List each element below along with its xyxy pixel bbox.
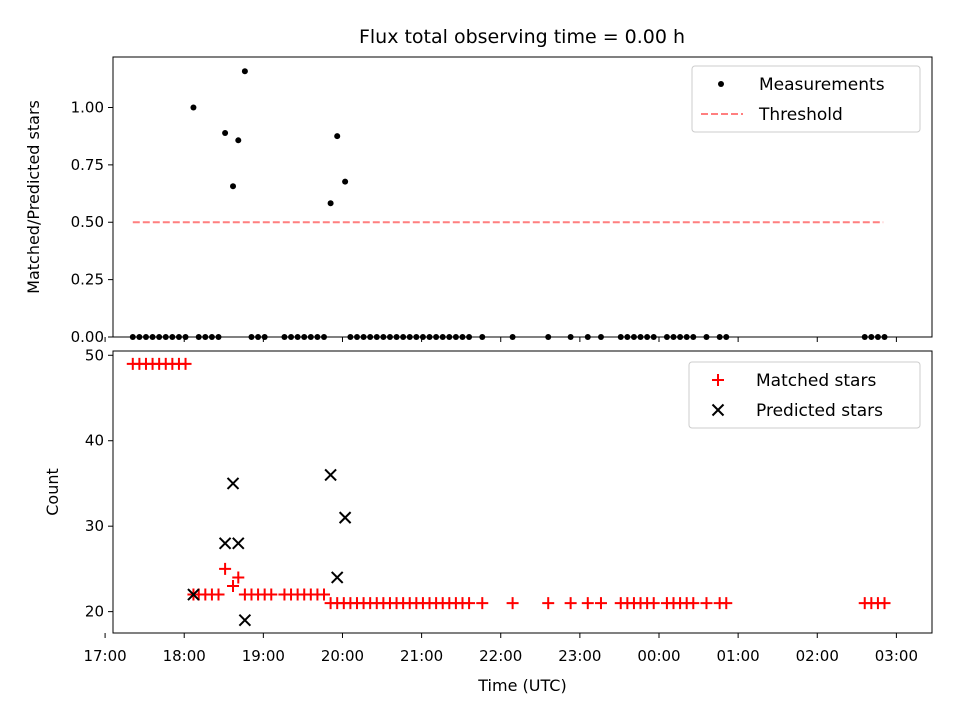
legend-box: [691, 65, 921, 133]
legend-marker: [718, 81, 724, 87]
predicted-star-point: [238, 613, 252, 627]
top-axes-frame: [112, 56, 933, 338]
y-tick-label: 0.00: [71, 328, 104, 346]
matched-star-point: [700, 597, 713, 610]
matched-star-point: [265, 588, 278, 601]
matched-star-point: [219, 562, 232, 575]
legend: Matched stars Predicted stars: [688, 361, 921, 429]
legend-label: Measurements: [759, 75, 885, 95]
legend: Measurements Threshold: [691, 65, 921, 133]
top-chart: 0.00 0.25 0.50 0.75 1.00 Matched/Predicted st…: [24, 56, 933, 346]
measurement-point: [230, 183, 237, 190]
predicted-star-point: [338, 511, 352, 524]
y-tick-label: 0.50: [71, 213, 104, 231]
x-tick-label: 19:00: [242, 647, 285, 665]
y-tick-label: 40: [85, 432, 104, 450]
x-tick-label: 02:00: [796, 647, 839, 665]
measurement-point: [222, 129, 229, 136]
legend-label: Threshold: [758, 105, 843, 125]
x-tick-label: 23:00: [558, 647, 601, 665]
y-axis-label: Matched/Predicted stars: [24, 100, 43, 294]
matched-star-point: [564, 597, 577, 610]
y-tick-label: 30: [85, 517, 104, 535]
y-tick-label: 0.25: [71, 271, 104, 289]
matched-star-point: [581, 597, 594, 610]
matched-star-point: [179, 357, 192, 370]
x-axis-label: Time (UTC): [477, 676, 566, 695]
bottom-axes-frame: [112, 350, 933, 634]
matched-star-point: [720, 597, 733, 610]
x-tick-label: 18:00: [163, 647, 206, 665]
measurement-point: [334, 133, 341, 140]
matched-star-point: [232, 571, 245, 584]
y-axis-label: Count: [43, 468, 62, 516]
x-tick-label: 00:00: [637, 647, 680, 665]
legend-box: [688, 361, 921, 429]
matched-star-point: [878, 597, 891, 610]
y-tick-label: 20: [85, 603, 104, 621]
matched-star-point: [542, 597, 555, 610]
matched-star-point: [476, 597, 489, 610]
chart-title: Flux total observing time = 0.00 h: [359, 26, 685, 48]
y-tick-label: 50: [85, 346, 104, 364]
x-tick-label: 22:00: [479, 647, 522, 665]
measurement-point: [241, 68, 248, 75]
measurement-point: [327, 200, 334, 207]
predicted-star-point: [218, 537, 232, 550]
matched-star-point: [647, 597, 660, 610]
x-tick-label: 17:00: [83, 647, 126, 665]
predicted-star-point: [226, 477, 240, 490]
x-tick-label: 03:00: [875, 647, 918, 665]
y-tick-label: 0.75: [71, 156, 104, 174]
bottom-chart: 20 30 40 50 17:00 18:00 19:00 20:00 21:00 22:00 23…: [43, 346, 933, 695]
measurement-point: [235, 137, 242, 144]
predicted-star-point: [187, 588, 200, 601]
legend-marker: [712, 374, 724, 386]
predicted-star-point: [324, 468, 337, 482]
measurement-point: [190, 104, 197, 111]
matched-star-point: [506, 597, 519, 610]
matched-star-point: [212, 588, 225, 601]
predicted-star-point: [232, 537, 245, 550]
matched-star-point: [227, 580, 240, 592]
x-tick-label: 01:00: [717, 647, 760, 665]
matched-star-point: [594, 597, 607, 610]
x-tick-label: 21:00: [400, 647, 443, 665]
matched-star-point: [687, 597, 700, 610]
y-tick-label: 1.00: [71, 98, 104, 116]
matched-star-point: [318, 588, 331, 601]
measurement-point: [342, 178, 349, 185]
legend-label: Predicted stars: [756, 401, 883, 421]
legend-label: Matched stars: [756, 371, 876, 391]
legend-marker: [711, 403, 725, 417]
predicted-star-point: [330, 571, 344, 584]
x-tick-label: 20:00: [321, 647, 364, 665]
matched-star-point: [463, 597, 476, 610]
